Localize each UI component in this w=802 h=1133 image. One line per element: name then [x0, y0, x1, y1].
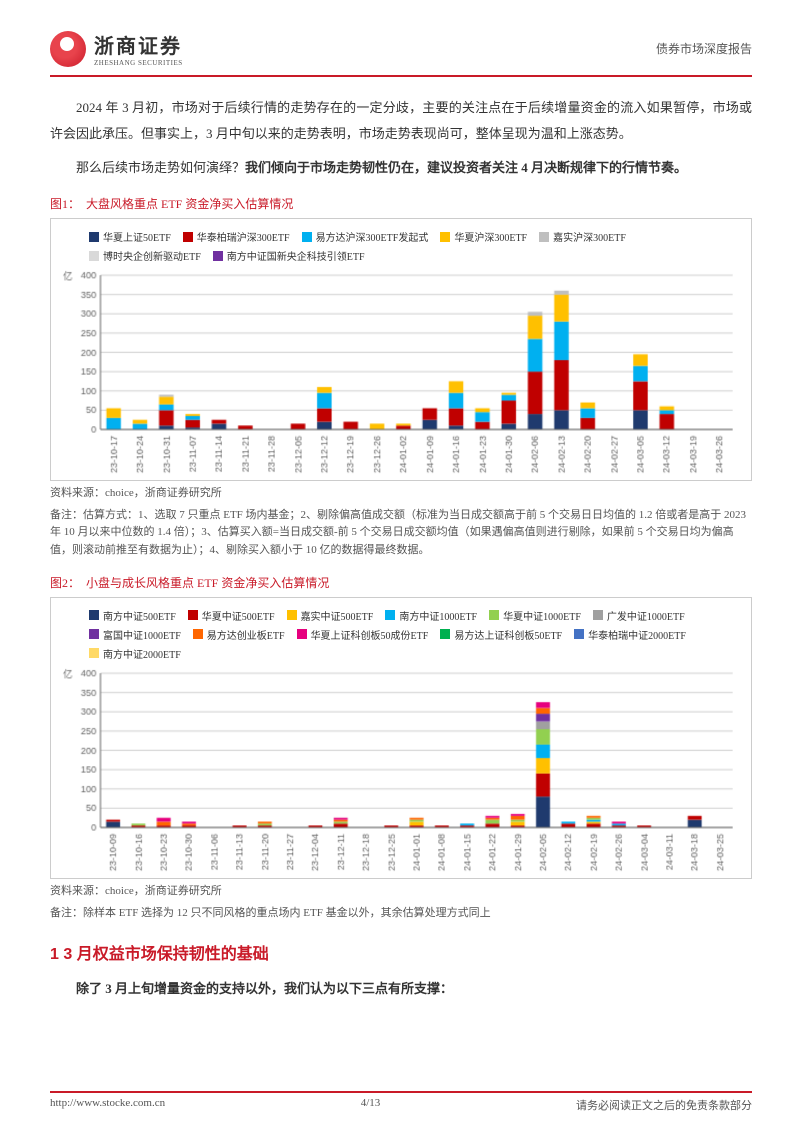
legend-item: 富国中证1000ETF [89, 627, 181, 642]
figure1-legend: 华夏上证50ETF 华泰柏瑞沪深300ETF 易方达沪深300ETF发起式华夏沪深3… [59, 227, 743, 269]
header-category: 债券市场深度报告 [656, 40, 752, 57]
footer-url: http://www.stocke.com.cn [50, 1097, 165, 1113]
logo-icon [50, 31, 86, 67]
figure1-source: 资料来源：choice，浙商证券研究所 [50, 485, 752, 503]
legend-item: 南方中证国新央企科技引领ETF [213, 248, 365, 263]
page-header: 浙商证券 ZHESHANG SECURITIES 债券市场深度报告 [50, 30, 752, 67]
paragraph-2a: 那么后续市场走势如何演绎？ [76, 160, 245, 175]
paragraph-2: 那么后续市场走势如何演绎？我们倾向于市场走势韧性仍在，建议投资者关注 4 月决断… [50, 155, 752, 181]
logo-area: 浙商证券 ZHESHANG SECURITIES [50, 30, 183, 67]
figure2-title: 图2： 小盘与成长风格重点 ETF 资金净买入估算情况 [50, 574, 752, 591]
legend-item: 华夏中证1000ETF [489, 608, 581, 623]
legend-item: 华夏上证科创板50成份ETF [297, 627, 429, 642]
paragraph-1: 2024 年 3 月初，市场对于后续行情的走势存在的一定分歧，主要的关注点在于后… [50, 95, 752, 147]
section1-heading: 1 3 月权益市场保持韧性的基础 [50, 940, 752, 964]
page-footer: http://www.stocke.com.cn 4/13 请务必阅读正文之后的… [50, 1091, 752, 1113]
section1-text: 除了 3 月上旬增量资金的支持以外，我们认为以下三点有所支撑： [50, 976, 752, 1002]
legend-item: 嘉实中证500ETF [287, 608, 374, 623]
legend-item: 南方中证500ETF [89, 608, 176, 623]
figure1-title: 图1： 大盘风格重点 ETF 资金净买入估算情况 [50, 195, 752, 212]
legend-item: 华泰柏瑞中证2000ETF [574, 627, 686, 642]
footer-page: 4/13 [361, 1097, 381, 1113]
logo-name: 浙商证券 [94, 30, 183, 59]
legend-item: 易方达上证科创板50ETF [440, 627, 562, 642]
legend-item: 南方中证1000ETF [385, 608, 477, 623]
figure2-chart [59, 667, 743, 874]
legend-item: 华夏上证50ETF [89, 229, 171, 244]
header-divider [50, 75, 752, 77]
figure2-source: 资料来源：choice，浙商证券研究所 [50, 883, 752, 901]
figure2-legend: 南方中证500ETF 华夏中证500ETF 嘉实中证500ETF 南方中证1000ET… [59, 606, 743, 667]
legend-item: 嘉实沪深300ETF [539, 229, 626, 244]
legend-item: 广发中证1000ETF [593, 608, 685, 623]
footer-disclaimer: 请务必阅读正文之后的免责条款部分 [576, 1097, 752, 1113]
legend-item: 华夏中证500ETF [188, 608, 275, 623]
legend-item: 华泰柏瑞沪深300ETF [183, 229, 290, 244]
legend-item: 博时央企创新驱动ETF [89, 248, 201, 263]
figure2-note: 备注：除样本 ETF 选择为 12 只不同风格的重点场内 ETF 基金以外，其余… [50, 905, 752, 923]
paragraph-2b: 我们倾向于市场走势韧性仍在，建议投资者关注 4 月决断规律下的行情节奏。 [245, 160, 687, 175]
legend-item: 南方中证2000ETF [89, 646, 181, 661]
legend-item: 易方达创业板ETF [193, 627, 285, 642]
figure1-chart [59, 269, 743, 476]
legend-item: 易方达沪深300ETF发起式 [302, 229, 429, 244]
legend-item: 华夏沪深300ETF [440, 229, 527, 244]
logo-subtitle: ZHESHANG SECURITIES [94, 59, 183, 67]
figure1-box: 华夏上证50ETF 华泰柏瑞沪深300ETF 易方达沪深300ETF发起式华夏沪深3… [50, 218, 752, 481]
figure2-box: 南方中证500ETF 华夏中证500ETF 嘉实中证500ETF 南方中证1000ET… [50, 597, 752, 879]
figure1-note: 备注：估算方式：1、选取 7 只重点 ETF 场内基金；2、剔除偏高值成交额（标… [50, 507, 752, 560]
